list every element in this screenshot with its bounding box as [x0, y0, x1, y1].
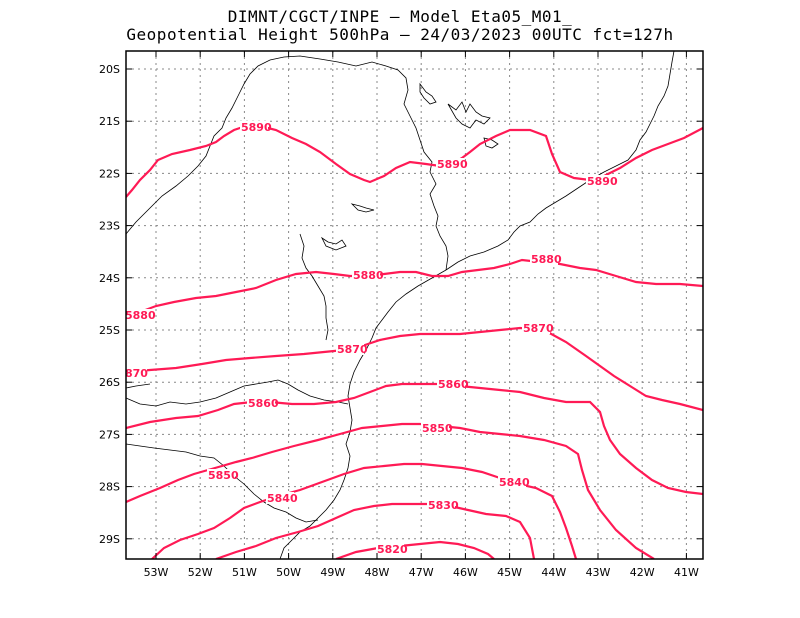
contour-5830 [215, 502, 536, 559]
contour-lines [126, 124, 703, 559]
x-tick-label: 50W [276, 566, 301, 579]
lake [320, 236, 347, 251]
x-tick-label: 41W [674, 566, 699, 579]
x-tick-label: 45W [497, 566, 522, 579]
x-tick-label: 44W [541, 566, 566, 579]
y-axis: 20S 21S 22S 23S 24S 25S 26S 27S 28S 29S [99, 63, 703, 546]
contour-label: 5890 [241, 121, 272, 134]
y-tick-label: 22S [99, 167, 120, 180]
contour-labels: 5890 5890 5890 5880 5880 5880 5870 5870 … [125, 121, 618, 556]
contour-label: 5850 [422, 422, 453, 435]
contour-5890 [126, 124, 703, 198]
border-line [126, 379, 349, 407]
y-tick-label: 21S [99, 115, 120, 128]
contour-label: 5860 [438, 378, 469, 391]
map-frame [125, 50, 704, 560]
contour-5880 [126, 258, 703, 317]
contour-label: 5890 [587, 175, 618, 188]
coastline [279, 269, 447, 559]
y-tick-label: 28S [99, 481, 120, 494]
x-tick-label: 53W [144, 566, 169, 579]
border-line [299, 233, 329, 341]
coastline [445, 51, 675, 271]
contour-label: 5820 [377, 543, 408, 556]
y-tick-label: 27S [99, 428, 120, 441]
lake [350, 203, 375, 213]
lake [419, 82, 437, 105]
y-tick-label: 24S [99, 272, 120, 285]
contour-label: 5850 [208, 469, 239, 482]
gridlines [126, 51, 703, 559]
x-tick-label: 46W [453, 566, 478, 579]
lake [447, 101, 491, 129]
y-tick-label: 25S [99, 324, 120, 337]
x-tick-label: 43W [586, 566, 611, 579]
x-axis: 53W 52W 51W 50W 49W 48W 47W 46W 45W 44W 43W 42W 41W [144, 51, 699, 579]
y-tick-label: 20S [99, 63, 120, 76]
chart-subtitle: Geopotential Height 500hPa — 24/03/2023 … [126, 25, 674, 44]
contour-label: 870 [125, 367, 148, 380]
y-tick-label: 26S [99, 376, 120, 389]
contour-label: 5840 [267, 492, 298, 505]
contour-label: 5840 [499, 476, 530, 489]
coastline-borders [126, 51, 675, 559]
y-tick-label: 29S [99, 533, 120, 546]
x-tick-label: 47W [409, 566, 434, 579]
x-tick-label: 52W [188, 566, 213, 579]
border-line [126, 55, 449, 271]
contour-label: 5870 [337, 343, 368, 356]
x-tick-label: 42W [630, 566, 655, 579]
x-tick-label: 51W [232, 566, 257, 579]
contour-label: 5870 [523, 322, 554, 335]
chart-title: DIMNT/CGCT/INPE — Model Eta05_M01_ [227, 7, 573, 26]
y-tick-label: 23S [99, 220, 120, 233]
x-tick-label: 49W [320, 566, 345, 579]
contour-label: 5880 [353, 269, 384, 282]
contour-label: 5830 [428, 499, 459, 512]
contour-label: 5890 [437, 158, 468, 171]
contour-label: 5880 [531, 253, 562, 266]
contour-label: 5880 [125, 309, 156, 322]
contour-5820 [335, 540, 495, 559]
border-line [126, 383, 151, 389]
contour-label: 5860 [248, 397, 279, 410]
contour-5870 [126, 326, 703, 412]
contour-5840 [151, 462, 578, 559]
x-tick-label: 48W [365, 566, 390, 579]
border-line [126, 443, 319, 523]
